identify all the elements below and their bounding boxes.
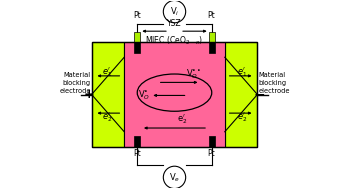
Text: e$_2'$: e$_2'$ — [177, 113, 187, 126]
Text: −: − — [253, 88, 265, 101]
Text: YSZ: YSZ — [167, 19, 182, 28]
Text: Pt: Pt — [134, 11, 141, 20]
Text: V$_O^{\bullet}$: V$_O^{\bullet}$ — [138, 89, 150, 102]
Text: Material
blocking
electrode: Material blocking electrode — [59, 72, 91, 94]
Text: e$_1'$: e$_1'$ — [102, 65, 112, 79]
Text: e$_2'$: e$_2'$ — [237, 110, 247, 124]
Text: V$_i$: V$_i$ — [170, 5, 179, 18]
Text: Pt: Pt — [208, 11, 215, 20]
Text: e$_1'$: e$_1'$ — [237, 65, 247, 79]
Text: Pt: Pt — [134, 149, 141, 157]
Bar — [134, 32, 140, 42]
Bar — [209, 32, 215, 42]
Bar — [134, 42, 140, 53]
Bar — [124, 42, 225, 147]
Text: V$_O^{\bullet\bullet}$: V$_O^{\bullet\bullet}$ — [186, 67, 201, 81]
Bar — [209, 42, 215, 53]
Text: e$_2'$: e$_2'$ — [102, 110, 112, 124]
Circle shape — [163, 166, 186, 189]
Bar — [91, 42, 124, 147]
Text: Material
blocking
electrode: Material blocking electrode — [258, 72, 290, 94]
Text: V$_e$: V$_e$ — [169, 171, 180, 184]
Text: Pt: Pt — [208, 149, 215, 157]
Bar — [134, 136, 140, 147]
Bar — [225, 42, 258, 147]
Bar — [209, 136, 215, 147]
Circle shape — [163, 0, 186, 23]
Text: +: + — [83, 88, 94, 101]
Text: MIEC (CeO$_{2-x}$): MIEC (CeO$_{2-x}$) — [146, 35, 203, 47]
Bar — [91, 42, 258, 147]
